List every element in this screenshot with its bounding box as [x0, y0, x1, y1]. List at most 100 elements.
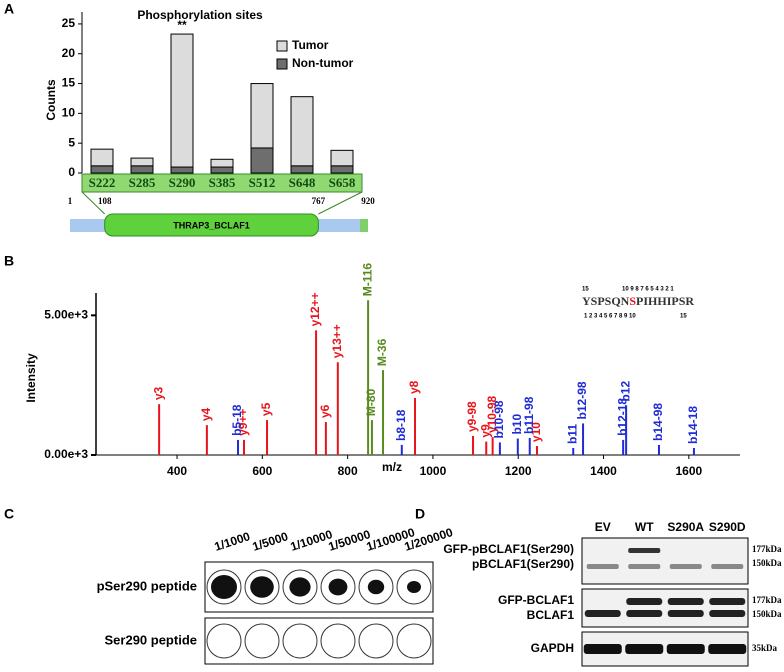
band	[711, 564, 744, 569]
domain-position: 108	[98, 196, 112, 206]
band-label: BCLAF1	[527, 608, 575, 622]
peak-label: b8-18	[394, 409, 408, 441]
lane-label: S290A	[667, 520, 704, 534]
bar-segment	[330, 165, 354, 174]
peak-label: b10	[510, 414, 524, 435]
peak-label: b10-98	[492, 400, 506, 438]
dot-signal	[250, 576, 274, 598]
peak-label: b14-18	[686, 406, 700, 444]
sequence-index: 10 9 8 7 6 5 4 3 2 1	[622, 287, 674, 293]
dot-ring	[244, 569, 280, 605]
y-tick-label: 15	[62, 76, 76, 90]
x-tick-label: S648	[289, 175, 316, 190]
dot-ring	[358, 569, 394, 605]
peak-label: b12-18	[615, 398, 629, 436]
dot-ring	[244, 623, 280, 659]
peak-label: y9++	[236, 409, 250, 436]
dot-ring	[282, 569, 318, 605]
lane-label: EV	[595, 520, 611, 534]
bar-segment	[210, 158, 234, 168]
peak-label: b5-18	[230, 404, 244, 436]
zoom-line	[81, 191, 106, 215]
sequence-index: 15	[680, 314, 687, 320]
peak-label: y10-98	[485, 395, 499, 433]
sequence-part: YSPSQN	[582, 294, 630, 308]
blot	[581, 588, 749, 628]
bar-segment	[90, 148, 114, 167]
panel-letter: B	[4, 253, 14, 269]
dot-signal	[407, 581, 421, 593]
domain-position: 1	[68, 196, 73, 206]
band	[626, 598, 663, 605]
zoom-line	[318, 191, 363, 215]
dot-signal	[328, 578, 348, 596]
blot-membrane	[204, 617, 434, 665]
peak-label: y8	[407, 380, 421, 394]
dot-ring	[320, 569, 356, 605]
peak-label: y10	[529, 422, 543, 442]
y-tick-label: 20	[62, 46, 76, 60]
band	[628, 548, 661, 553]
band	[708, 644, 747, 654]
size-marker: 177kDa	[752, 544, 782, 554]
dot-ring	[320, 623, 356, 659]
peak-label: M-36	[375, 338, 389, 366]
domain-label: THRAP3_BCLAF1	[173, 220, 250, 230]
bar-segment	[170, 166, 194, 174]
peak-label: b11	[565, 424, 579, 444]
dot-ring	[396, 569, 432, 605]
peak-label: y9	[478, 424, 492, 438]
sequence-index: 15	[582, 287, 589, 293]
band-label: GFP-pBCLAF1(Ser290)	[443, 542, 574, 556]
peak-label: M-80	[364, 388, 378, 416]
x-tick-label: 400	[167, 464, 187, 478]
size-marker: 150kDa	[752, 609, 782, 619]
bar-segment	[250, 83, 274, 149]
domain-position: 767	[312, 196, 326, 206]
peak-label: y9-98	[465, 401, 479, 432]
x-tick-label: 800	[338, 464, 358, 478]
x-tick-label: S285	[129, 175, 156, 190]
band-label: GFP-BCLAF1	[498, 593, 574, 607]
dot-signal	[289, 577, 311, 597]
y-axis-label: Intensity	[24, 353, 38, 403]
domain-box	[104, 213, 319, 237]
legend-swatch	[276, 58, 288, 70]
band	[709, 598, 746, 605]
x-tick-label: S222	[89, 175, 116, 190]
size-marker: 150kDa	[752, 558, 782, 568]
bar-segment	[210, 166, 234, 174]
dot-ring	[396, 623, 432, 659]
blot-membrane	[204, 561, 434, 613]
peak-label: y6	[318, 404, 332, 418]
band	[628, 564, 661, 569]
x-tick-label: 600	[252, 464, 272, 478]
peak-label: y13++	[330, 324, 344, 358]
band	[583, 644, 622, 654]
x-tick-label: 1600	[675, 464, 702, 478]
band-label: pBCLAF1(Ser290)	[472, 557, 574, 571]
y-tick-label: 25	[62, 16, 76, 30]
peak-label: y12++	[308, 292, 322, 326]
size-marker: 177kDa	[752, 595, 782, 605]
peak-label: b12-98	[575, 381, 589, 419]
legend-label: Tumor	[292, 38, 329, 52]
bar-segment	[290, 96, 314, 167]
size-marker: 35kDa	[752, 643, 778, 653]
sequence-part: PIHHIPSR	[636, 294, 694, 308]
bar-segment	[90, 165, 114, 174]
panel-letter: A	[4, 1, 14, 17]
lane-label: WT	[635, 520, 654, 534]
dot-ring	[358, 623, 394, 659]
x-axis-label: m/z	[382, 460, 402, 474]
panel-letter: C	[4, 506, 14, 522]
sequence-part: S	[629, 294, 636, 308]
x-tick-label: 1000	[420, 464, 447, 478]
bar-segment	[290, 165, 314, 174]
band	[626, 610, 663, 617]
peak-label: y4	[199, 407, 213, 421]
y-tick-label: 0.00e+3	[44, 447, 88, 461]
bar-segment	[330, 149, 354, 167]
sequence: YSPSQNSPIHHIPSR	[582, 294, 694, 308]
